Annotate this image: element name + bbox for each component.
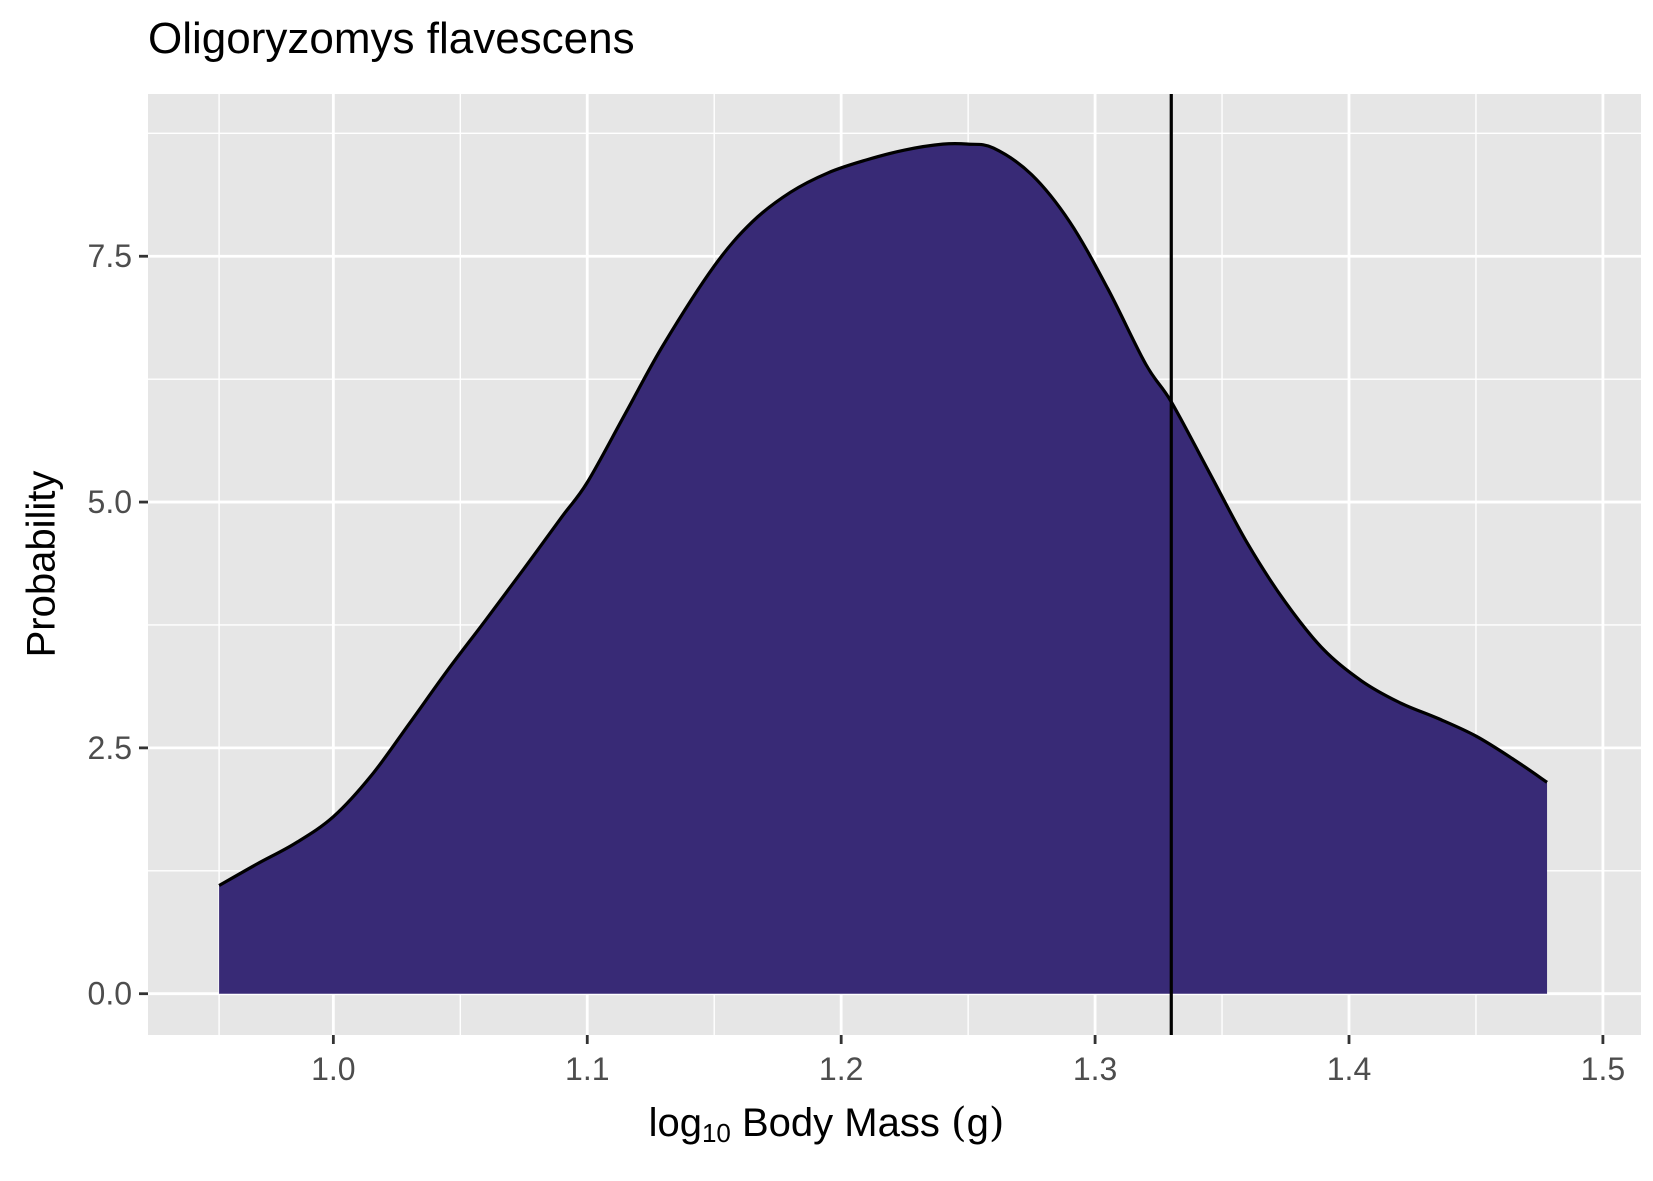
x-tick-label: 1.2: [819, 1051, 863, 1087]
y-tick-label: 5.0: [88, 484, 132, 520]
x-axis-title-log: log: [648, 1101, 702, 1145]
x-tick-label: 1.4: [1327, 1051, 1371, 1087]
x-tick-label: 1.0: [311, 1051, 355, 1087]
x-tick-label: 1.5: [1581, 1051, 1625, 1087]
x-tick-label: 1.3: [1073, 1051, 1117, 1087]
x-axis-title-text: Body Mass: [730, 1101, 951, 1145]
chart-title: Oligoryzomys flavescens: [148, 14, 635, 63]
density-area: [219, 143, 1548, 994]
density-curve: [218, 141, 1548, 887]
y-tick-label: 2.5: [88, 730, 132, 766]
y-axis-title: Probability: [19, 470, 64, 658]
tick-labels: 1.0 1.1 1.2 1.3 1.4 1.5 0.0 2.5 5.0 7.5: [88, 238, 1626, 1087]
x-axis-title-unit: g: [966, 1101, 989, 1145]
y-tick-label: 7.5: [88, 238, 132, 274]
x-axis-title: log10 Body Mass (g): [0, 1100, 1653, 1149]
axis-ticks: [139, 254, 1605, 1044]
x-axis-title-subscript: 10: [701, 1118, 731, 1148]
x-tick-label: 1.1: [565, 1051, 609, 1087]
y-tick-label: 0.0: [88, 976, 132, 1012]
x-axis-title-close-paren: ): [988, 1100, 1005, 1146]
x-axis-title-open-paren: (: [950, 1100, 967, 1146]
density-layer: [218, 141, 1548, 994]
